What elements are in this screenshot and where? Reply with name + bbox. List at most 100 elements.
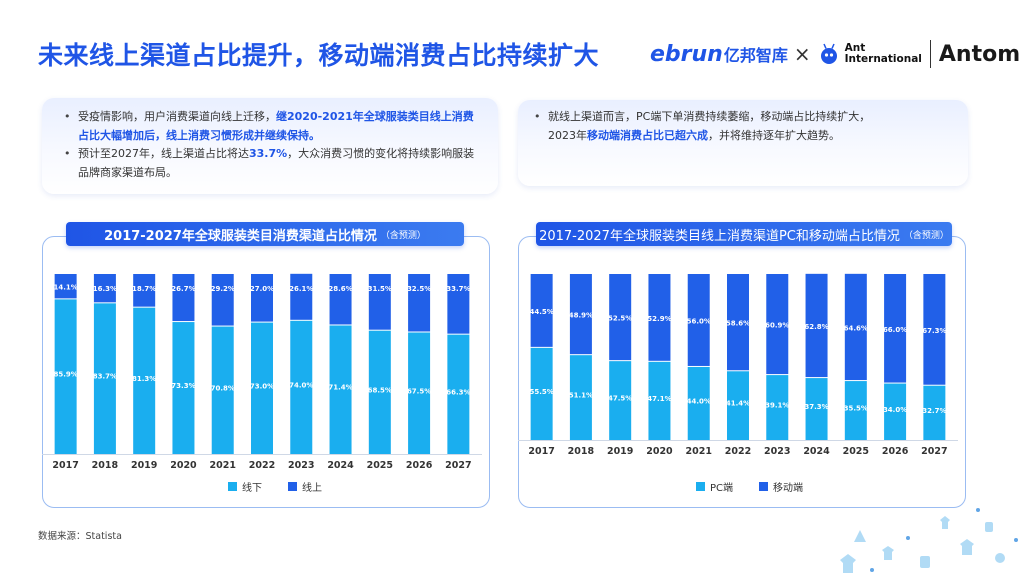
clothing-decoration-icon — [840, 508, 1018, 573]
data-label: 70.8% — [211, 384, 235, 392]
x-tick-label: 2021 — [210, 460, 236, 471]
x-tick-label: 2021 — [686, 446, 712, 457]
data-label: 85.9% — [53, 371, 77, 379]
bar-线下-2022 — [251, 322, 273, 454]
data-label: 34.0% — [883, 406, 907, 414]
bar-PC端-2023 — [766, 375, 789, 440]
bar-线下-2017 — [54, 299, 77, 454]
x-tick-label: 2027 — [445, 460, 471, 471]
data-label: 32.7% — [922, 407, 946, 415]
x-tick-label: 2017 — [528, 446, 554, 457]
legend-item-offline: 线下 — [228, 479, 262, 494]
data-label: 29.2% — [211, 285, 235, 293]
left-bullet-2-highlight: 33.7% — [249, 147, 288, 160]
data-label: 56.0% — [687, 317, 711, 325]
bar-PC端-2017 — [530, 347, 553, 440]
ebrun-logo-text: ebrun — [650, 41, 723, 67]
bar-移动端-2019 — [609, 274, 632, 361]
legend-swatch-online — [288, 482, 297, 491]
data-label: 55.5% — [529, 388, 553, 396]
x-tick-label: 2022 — [725, 446, 751, 457]
data-label: 71.4% — [328, 384, 352, 392]
bar-线下-2025 — [368, 330, 391, 454]
bar-线上-2021 — [211, 274, 234, 326]
logo-bar: ebrun亿邦智库 × Ant International Antom — [650, 34, 1020, 74]
data-label: 67.3% — [922, 327, 946, 335]
bar-PC端-2020 — [648, 361, 671, 440]
x-tick-label: 2024 — [803, 446, 830, 457]
bar-PC端-2026 — [884, 383, 907, 440]
left-bullet-2-text: 预计至2027年，线上渠道占比将达 — [78, 147, 249, 160]
data-label: 73.3% — [171, 382, 195, 390]
x-tick-label: 2026 — [406, 460, 433, 471]
data-label: 26.7% — [171, 285, 195, 293]
x-tick-label: 2018 — [92, 460, 119, 471]
bar-PC端-2024 — [805, 378, 828, 440]
left-chart-title: 2017-2027年全球服装类目消费渠道占比情况 （含预测） — [66, 222, 464, 246]
right-insight-card: 就线上渠道而言，PC端下单消费持续萎缩，移动端占比持续扩大， 2023年移动端消费… — [518, 100, 968, 186]
data-label: 62.8% — [804, 323, 828, 331]
bar-移动端-2020 — [648, 274, 671, 361]
bar-移动端-2027 — [923, 274, 946, 385]
x-tick-label: 2025 — [843, 446, 869, 457]
data-label: 81.3% — [132, 375, 156, 383]
bar-线上-2022 — [251, 274, 273, 322]
x-tick-label: 2018 — [568, 446, 595, 457]
data-label: 33.7% — [446, 285, 470, 293]
data-label: 18.7% — [132, 285, 156, 293]
data-label: 14.1% — [53, 284, 77, 292]
bar-线上-2025 — [368, 274, 391, 330]
right-chart-title-text: 2017-2027年全球服装类目线上消费渠道PC和移动端占比情况 — [539, 228, 900, 244]
x-tick-label: 2025 — [367, 460, 393, 471]
x-tick-label: 2027 — [921, 446, 947, 457]
left-chart-title-note: （含预测） — [380, 230, 426, 241]
x-tick-label: 2020 — [170, 460, 197, 471]
legend-swatch-mobile — [759, 482, 769, 491]
left-stacked-bar-chart: 85.9% 14.1% 2017 83.7% 16.3% 2018 81.3% 18.7% 20… — [42, 273, 482, 471]
data-label: 47.5% — [608, 395, 632, 403]
right-chart-legend: PC端 移动端 — [696, 479, 829, 494]
data-label: 28.6% — [328, 285, 352, 293]
data-label: 66.3% — [446, 388, 470, 396]
data-label: 44.5% — [529, 308, 553, 316]
bar-线上-2023 — [290, 273, 313, 320]
cross-sign: × — [793, 42, 811, 66]
bar-线上-2020 — [172, 274, 195, 322]
bar-移动端-2018 — [569, 274, 592, 355]
bar-线上-2017 — [54, 274, 77, 299]
data-label: 16.3% — [93, 285, 117, 293]
right-bullet-1-text-end: ，并将维持逐年扩大趋势。 — [708, 128, 840, 142]
right-bullet-1: 就线上渠道而言，PC端下单消费持续萎缩，移动端占比持续扩大， 2023年移动端消费… — [534, 108, 956, 145]
bar-PC端-2025 — [844, 381, 867, 440]
bar-移动端-2021 — [687, 274, 710, 366]
bar-移动端-2017 — [530, 274, 553, 347]
right-bullet-1-text: 2023年 — [548, 128, 587, 142]
data-label: 41.4% — [726, 400, 750, 408]
antom-logo: Antom — [938, 41, 1021, 67]
legend-label-offline: 线下 — [242, 483, 262, 494]
x-tick-label: 2026 — [882, 446, 909, 457]
data-label: 51.1% — [569, 392, 593, 400]
ant-international-logo: Ant International — [845, 43, 922, 65]
bar-PC端-2022 — [727, 371, 749, 440]
right-stacked-bar-chart: 55.5% 44.5% 2017 51.1% 48.9% 2018 47.5% 52.5% 20… — [518, 273, 958, 457]
bar-线上-2018 — [93, 274, 116, 303]
bar-移动端-2026 — [884, 274, 907, 383]
data-label: 26.1% — [289, 285, 313, 293]
data-label: 32.5% — [407, 285, 431, 293]
bar-线上-2019 — [133, 274, 156, 307]
left-bullet-2-text-end: ，大众消费习惯的变化将持续影响服装品牌商家渠道布局。 — [78, 147, 475, 179]
data-label: 27.0% — [250, 285, 274, 293]
data-label: 67.5% — [407, 387, 431, 395]
data-label: 66.0% — [883, 326, 907, 334]
bar-线上-2027 — [447, 274, 470, 334]
x-tick-label: 2019 — [131, 460, 157, 471]
left-bullet-1-text: 受疫情影响，用户消费渠道向线上迁移， — [78, 110, 276, 123]
x-tick-label: 2023 — [764, 446, 790, 457]
bar-移动端-2023 — [766, 274, 789, 375]
right-chart-title-note: （含预测） — [903, 230, 949, 241]
legend-label-mobile: 移动端 — [773, 483, 804, 494]
data-label: 73.0% — [250, 382, 274, 390]
data-label: 35.5% — [844, 405, 868, 413]
bar-线下-2018 — [93, 303, 116, 454]
